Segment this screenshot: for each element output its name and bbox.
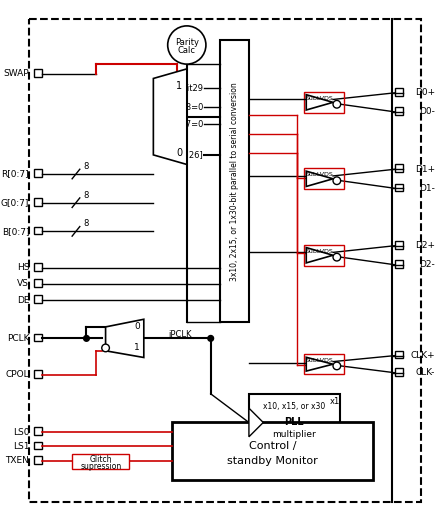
Bar [172, 423, 373, 480]
Text: CPOL: CPOL [5, 370, 29, 379]
Bar [249, 394, 340, 451]
Bar [34, 427, 41, 435]
Bar [156, 107, 168, 117]
Text: SubLVDS: SubLVDS [306, 96, 333, 101]
Text: 8: 8 [84, 219, 89, 228]
Polygon shape [105, 319, 144, 357]
Bar [34, 263, 41, 270]
Text: 0: 0 [176, 148, 182, 158]
Text: SubLVDS: SubLVDS [306, 172, 333, 178]
Text: LS0: LS0 [13, 428, 29, 437]
Polygon shape [306, 171, 333, 187]
Text: CLK+: CLK+ [411, 351, 435, 360]
Circle shape [168, 26, 206, 64]
Text: PCLK: PCLK [7, 334, 29, 343]
Text: 8: 8 [84, 162, 89, 171]
Bar [156, 97, 168, 107]
Polygon shape [306, 247, 333, 263]
Bar [34, 69, 41, 77]
Text: 1: 1 [134, 343, 140, 352]
Text: D1-: D1- [419, 184, 435, 193]
Bar [34, 295, 41, 303]
Bar [156, 117, 168, 126]
Text: Bit27=0: Bit27=0 [168, 120, 203, 129]
Circle shape [102, 344, 109, 352]
Bar [34, 370, 41, 378]
Circle shape [333, 253, 340, 261]
Bar [34, 456, 41, 464]
Text: Calc: Calc [178, 46, 196, 55]
Bar [72, 454, 130, 469]
Text: CLK-: CLK- [416, 368, 435, 377]
Text: 8: 8 [84, 191, 89, 200]
Bar [34, 333, 41, 341]
Text: x10, x15, or x30: x10, x15, or x30 [263, 402, 325, 411]
Text: supression: supression [80, 462, 121, 471]
Text: iPCLK: iPCLK [168, 330, 192, 339]
Bar [34, 442, 41, 449]
Text: G[0:7]: G[0:7] [1, 198, 29, 207]
Text: Bit29: Bit29 [181, 83, 203, 93]
Circle shape [333, 362, 340, 370]
Text: 1: 1 [176, 81, 182, 91]
Bar [395, 165, 403, 172]
Text: standby Monitor: standby Monitor [228, 456, 318, 466]
Text: SWAP: SWAP [4, 69, 29, 78]
Text: HS: HS [17, 263, 29, 272]
Text: B[0:7]: B[0:7] [2, 227, 29, 236]
Circle shape [333, 177, 340, 184]
Bar [395, 107, 403, 115]
Bar [34, 169, 41, 177]
Bar [395, 351, 403, 358]
Text: x1: x1 [330, 397, 340, 406]
Text: D1+: D1+ [415, 165, 435, 173]
Polygon shape [249, 408, 263, 437]
Circle shape [84, 336, 90, 341]
Bar [395, 260, 403, 268]
Polygon shape [306, 95, 333, 110]
Text: 3x10, 2x15, or 1x30-bit parallel to serial conversion: 3x10, 2x15, or 1x30-bit parallel to seri… [230, 82, 239, 281]
Text: multiplier: multiplier [272, 430, 316, 439]
Text: Glitch: Glitch [90, 455, 112, 464]
Bar [304, 245, 344, 266]
Bar [395, 183, 403, 191]
Text: D0-: D0- [419, 107, 435, 116]
Bar [395, 88, 403, 96]
Text: D2+: D2+ [415, 241, 435, 250]
Text: Parity: Parity [175, 38, 199, 47]
Bar [34, 279, 41, 287]
Bar [304, 168, 344, 189]
Text: TXEN: TXEN [5, 456, 29, 465]
Circle shape [208, 336, 213, 341]
Polygon shape [153, 69, 187, 165]
Bar [304, 354, 344, 374]
Text: SubLVDS: SubLVDS [306, 358, 333, 363]
Text: LS1: LS1 [13, 442, 29, 451]
Text: R[0:7]: R[0:7] [1, 169, 29, 179]
Bar [395, 368, 403, 376]
Text: PLL: PLL [284, 417, 304, 427]
Text: D2-: D2- [419, 260, 435, 269]
Text: VS: VS [17, 279, 29, 289]
Circle shape [333, 101, 340, 108]
Text: 0: 0 [134, 322, 140, 331]
Text: D0+: D0+ [415, 88, 435, 97]
Text: Control /: Control / [249, 441, 296, 451]
Text: Bit28=0: Bit28=0 [168, 103, 203, 111]
Polygon shape [306, 357, 333, 371]
Text: DE: DE [17, 295, 29, 305]
Text: [0..26]: [0..26] [176, 151, 203, 159]
Bar [220, 40, 249, 322]
Bar [34, 198, 41, 206]
Text: SubLVDS: SubLVDS [306, 249, 333, 254]
Bar [304, 92, 344, 113]
Bar [34, 227, 41, 234]
Bar [395, 241, 403, 249]
